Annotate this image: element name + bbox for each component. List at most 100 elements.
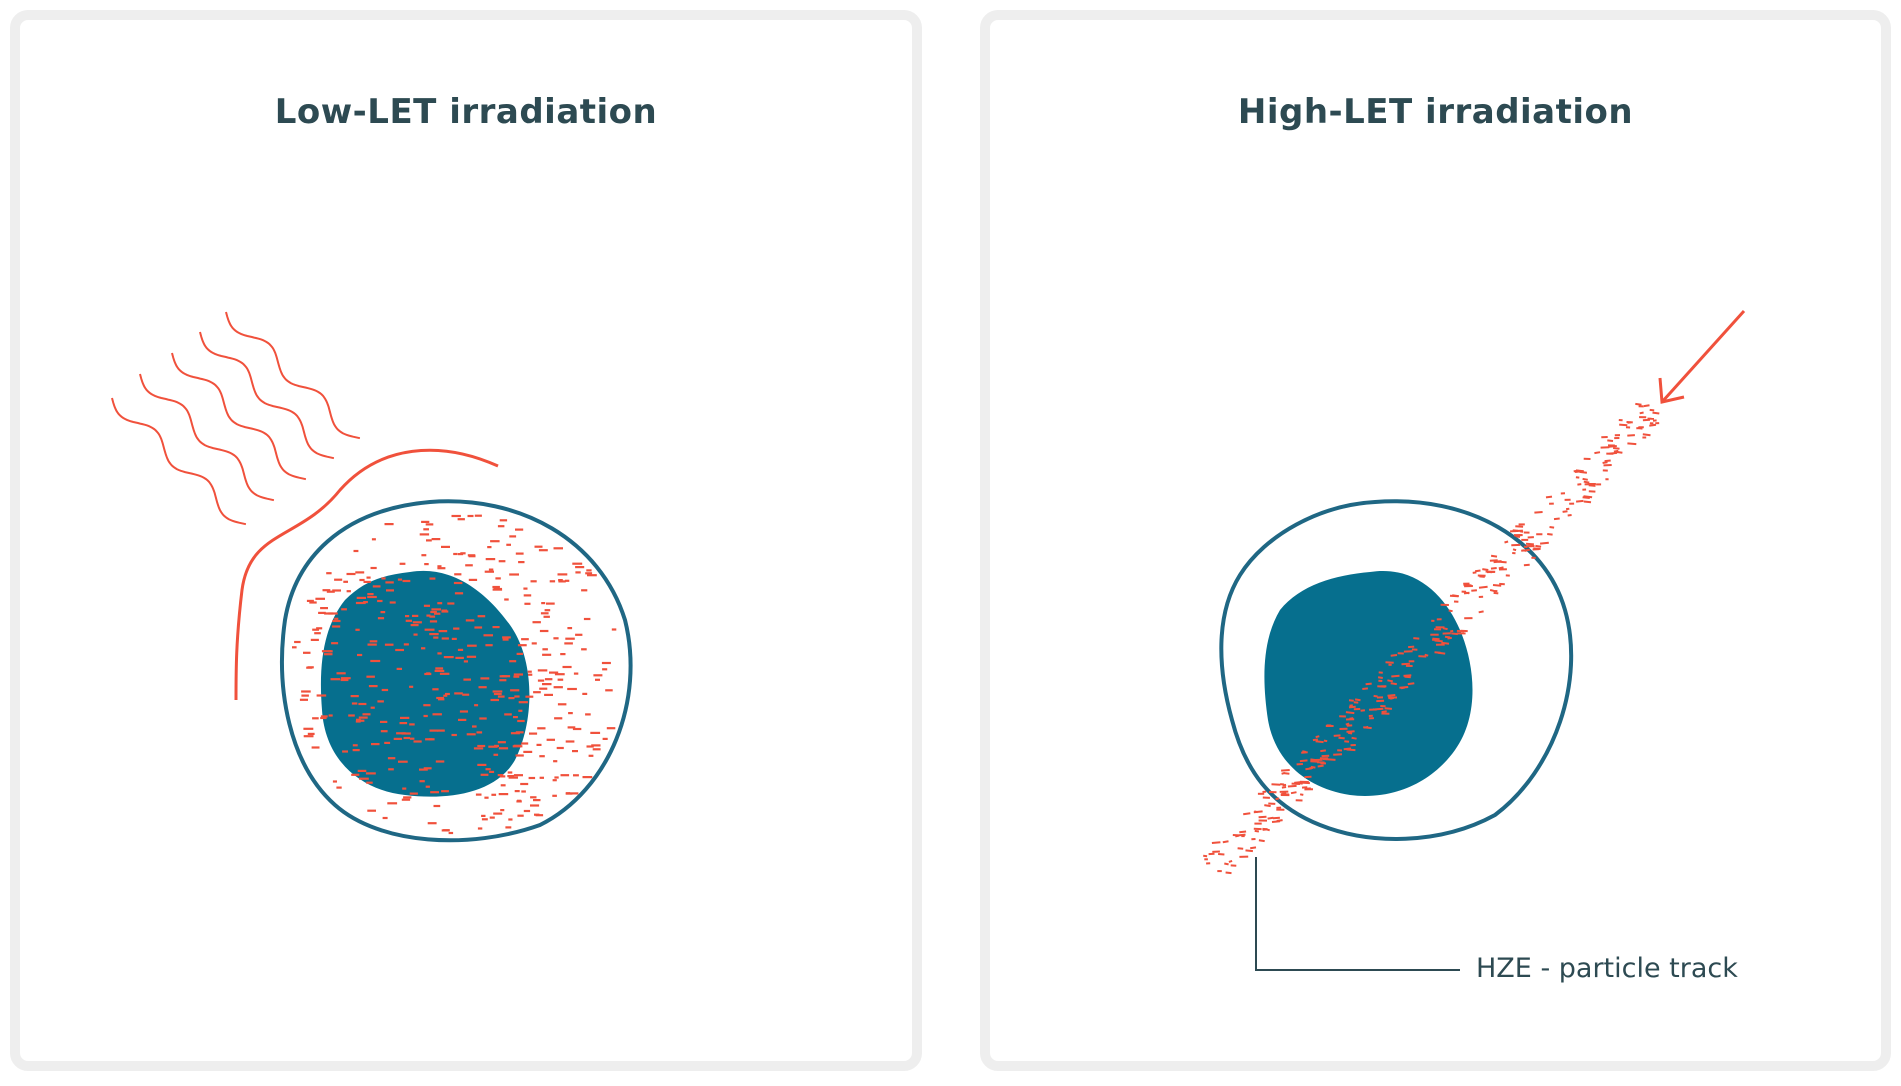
track-dash (1478, 585, 1488, 589)
track-dash (1604, 459, 1611, 463)
track-dash (1305, 767, 1312, 771)
track-dash (1312, 738, 1319, 742)
radiation-wave (225, 311, 361, 440)
track-dash (1365, 682, 1372, 686)
track-dash (1515, 525, 1524, 528)
track-dash (1489, 559, 1498, 562)
track-dash (1639, 411, 1644, 415)
track-dash (1349, 704, 1353, 707)
track-dash (1602, 461, 1608, 464)
track-dash (1512, 548, 1517, 552)
track-dash (1264, 804, 1271, 808)
low-let-cell-membrane (280, 499, 633, 843)
track-dash (1418, 655, 1427, 658)
track-dash (1345, 711, 1355, 715)
track-dash (1381, 710, 1387, 714)
track-dash (1474, 569, 1481, 573)
track-dash (1271, 783, 1281, 786)
track-dash (1432, 637, 1440, 641)
track-dash (1576, 499, 1584, 503)
track-dash (1258, 839, 1265, 843)
track-dash (1424, 653, 1429, 657)
track-dash (1519, 530, 1524, 533)
track-dash (1493, 591, 1499, 595)
track-dash (1320, 749, 1327, 753)
track-dash (1239, 833, 1246, 837)
track-dash (1253, 810, 1263, 814)
track-dash (1343, 747, 1352, 751)
track-dash (1262, 828, 1268, 831)
track-dash (1608, 445, 1617, 448)
track-dash (1360, 709, 1366, 712)
track-dash (1652, 411, 1660, 415)
track-dash (1444, 635, 1451, 639)
callout-leader-line (1255, 857, 1460, 971)
track-dash (1490, 554, 1498, 558)
track-dash (1582, 477, 1588, 481)
high-let-title: High-LET irradiation (1237, 92, 1634, 132)
track-dash (1545, 495, 1553, 499)
track-dash (1482, 568, 1489, 571)
track-dash (1399, 686, 1409, 689)
track-dash (1479, 575, 1485, 578)
track-dash (1310, 765, 1316, 769)
track-dash (1613, 449, 1619, 453)
track-dash (1228, 859, 1233, 863)
radiation-wave (199, 331, 335, 460)
track-dash (1525, 542, 1534, 546)
track-dash (1391, 674, 1400, 678)
track-dash (1346, 730, 1355, 733)
hze-particle-track (1203, 402, 1660, 875)
track-dash (1211, 841, 1221, 844)
track-dash (1323, 739, 1328, 743)
track-dash (1408, 645, 1415, 649)
track-dash (1281, 786, 1287, 789)
track-dash (1489, 589, 1494, 592)
track-dash (1243, 812, 1251, 816)
track-dash (1333, 753, 1343, 756)
track-dash (1333, 734, 1341, 737)
track-dash (1627, 434, 1635, 437)
radiation-wave (171, 352, 307, 481)
track-dash (1267, 816, 1274, 820)
track-dash (1373, 694, 1378, 698)
track-dash (1607, 439, 1614, 442)
track-dash (1413, 637, 1420, 640)
track-dash (1344, 740, 1350, 743)
track-dash (1283, 772, 1290, 775)
track-dash (1354, 698, 1361, 702)
track-dash (1449, 629, 1454, 633)
track-dash (1237, 847, 1244, 850)
track-dash (1442, 627, 1448, 631)
track-dash (1472, 571, 1477, 574)
track-dash (1299, 793, 1304, 796)
track-dash (1224, 862, 1229, 866)
track-dash (1575, 469, 1584, 473)
track-dash (1302, 750, 1307, 753)
track-dash (1287, 784, 1297, 788)
high-let-cell-membrane (1219, 499, 1574, 841)
low-let-radiation-waves (111, 311, 361, 526)
track-dash (1649, 423, 1657, 427)
low-let-title: Low-LET irradiation (274, 92, 658, 132)
low-let-panel: Low-LET irradiation (10, 10, 922, 1071)
track-dash (1619, 423, 1628, 427)
track-dash (1642, 433, 1651, 437)
track-dash (1338, 736, 1345, 740)
track-dash (1351, 736, 1357, 740)
track-dash (1583, 495, 1593, 499)
track-dash (1579, 470, 1588, 474)
track-dash (1497, 560, 1507, 564)
track-dash (1245, 849, 1253, 853)
track-dash (1218, 853, 1225, 856)
track-dash (1498, 566, 1504, 570)
track-dash (1401, 662, 1410, 666)
track-dash (1254, 829, 1260, 833)
track-dash (1588, 484, 1596, 487)
track-dash (1465, 591, 1470, 595)
track-dash (1275, 797, 1280, 801)
track-dash (1390, 654, 1398, 657)
track-dash (1326, 758, 1336, 761)
track-dash (1577, 483, 1582, 486)
